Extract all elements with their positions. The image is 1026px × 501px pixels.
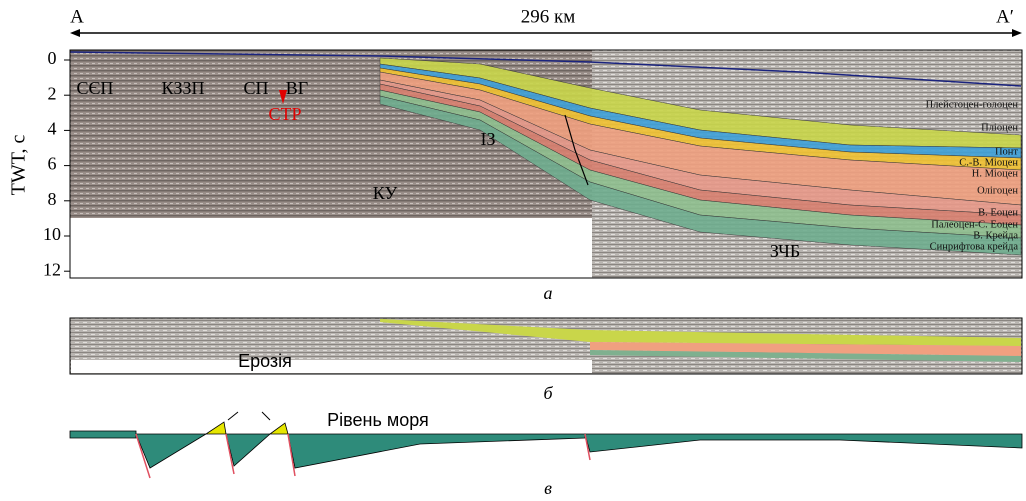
erosion-label: Ерозія <box>238 351 292 371</box>
caption: б <box>543 383 553 403</box>
caption: в <box>544 478 552 498</box>
layer-label: Олігоцен <box>977 185 1018 196</box>
region-label: КУ <box>373 183 398 203</box>
layer-label: Синрифтова крейда <box>930 241 1019 252</box>
layer-label: Понт <box>995 146 1018 157</box>
axis-label: TWT, c <box>8 135 30 196</box>
tick-label: 6 <box>48 154 57 174</box>
erosion-area <box>71 360 592 373</box>
tick-label: 2 <box>48 83 57 103</box>
layer-label: В. Еоцен <box>978 207 1018 218</box>
sea-level-label: Рівень моря <box>327 410 429 430</box>
layer-label: Н. Міоцен <box>972 168 1019 179</box>
region-label: ВГ <box>286 78 308 98</box>
point-label: A <box>70 6 84 27</box>
region-label: ЗЧБ <box>770 241 800 261</box>
region-label: ІЗ <box>480 129 495 149</box>
point-label: A′ <box>996 6 1014 27</box>
tick-label: 12 <box>43 259 61 279</box>
layer-label: С.-В. Міоцен <box>959 157 1018 168</box>
region-label: СП <box>243 78 268 98</box>
layer-label: Палеоцен-С. Еоцен <box>931 219 1018 230</box>
panel-c <box>70 412 1022 478</box>
layer-label: В. Крейда <box>973 230 1018 241</box>
tick-label: 4 <box>48 119 57 139</box>
tick-label: 8 <box>48 189 57 209</box>
figure: A A′ 296 км TWT, c а Ерозія б Рівень мор… <box>0 0 1026 501</box>
panel-b <box>70 318 1022 374</box>
tick-label: 0 <box>48 48 57 68</box>
region-label: СТР <box>268 104 301 124</box>
distance-arrow <box>70 29 1022 37</box>
layer-label: Пліоцен <box>981 122 1018 133</box>
region-label: СЄП <box>77 78 114 98</box>
panel-a <box>70 50 1022 278</box>
distance-label: 296 км <box>521 6 576 27</box>
layer-label: Плейстоцен-голоцен <box>926 99 1019 110</box>
caption: а <box>544 283 553 303</box>
region-label: КЗЗП <box>161 78 204 98</box>
tick-label: 10 <box>43 224 61 244</box>
